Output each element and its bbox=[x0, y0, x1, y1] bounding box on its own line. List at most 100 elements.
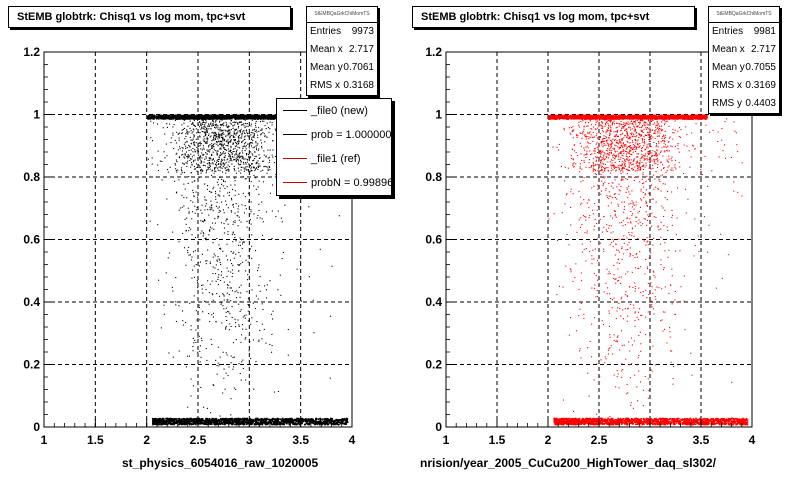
data-point bbox=[228, 134, 230, 136]
data-point bbox=[214, 121, 216, 123]
data-point bbox=[210, 128, 212, 130]
data-point bbox=[272, 421, 275, 423]
data-point bbox=[262, 419, 264, 421]
data-point bbox=[238, 205, 240, 207]
data-point bbox=[175, 192, 177, 194]
data-point bbox=[238, 134, 240, 136]
data-point bbox=[272, 318, 274, 320]
data-point bbox=[215, 132, 217, 134]
legend-entry-file0: _file0 (new) bbox=[277, 99, 391, 123]
data-point bbox=[254, 158, 256, 160]
data-point bbox=[239, 373, 241, 375]
data-point bbox=[252, 139, 254, 141]
data-point bbox=[242, 420, 245, 423]
data-point bbox=[253, 388, 255, 390]
data-point bbox=[248, 116, 250, 119]
data-point bbox=[211, 143, 213, 145]
data-point bbox=[218, 423, 221, 425]
data-point bbox=[229, 141, 231, 143]
data-point bbox=[217, 207, 219, 209]
data-point bbox=[244, 119, 246, 121]
data-point bbox=[319, 421, 321, 423]
data-point bbox=[238, 154, 240, 156]
data-point bbox=[211, 280, 213, 282]
data-point bbox=[190, 395, 192, 397]
data-point bbox=[238, 325, 240, 327]
data-point bbox=[196, 206, 198, 208]
data-point bbox=[227, 231, 229, 233]
data-point bbox=[223, 151, 225, 153]
data-point bbox=[260, 419, 263, 421]
data-point bbox=[203, 220, 205, 222]
data-point bbox=[222, 162, 224, 164]
data-point bbox=[226, 319, 228, 321]
data-point bbox=[216, 124, 218, 126]
data-point bbox=[203, 131, 205, 133]
data-point bbox=[212, 188, 214, 190]
data-point bbox=[182, 162, 184, 164]
data-point bbox=[184, 188, 186, 190]
data-point bbox=[346, 419, 348, 422]
data-point bbox=[240, 309, 242, 311]
data-point bbox=[175, 168, 177, 170]
data-point bbox=[219, 295, 221, 297]
data-point bbox=[258, 130, 260, 132]
data-point bbox=[199, 136, 201, 138]
data-point bbox=[263, 120, 265, 122]
data-point bbox=[222, 305, 224, 307]
data-point bbox=[261, 120, 263, 122]
data-point bbox=[246, 135, 248, 137]
data-point bbox=[196, 417, 198, 420]
data-point bbox=[249, 421, 251, 423]
data-point bbox=[330, 417, 332, 420]
data-point bbox=[175, 422, 177, 425]
data-point bbox=[239, 130, 241, 132]
data-point bbox=[188, 155, 190, 157]
data-point bbox=[265, 128, 267, 130]
data-point bbox=[198, 164, 200, 166]
data-point bbox=[258, 114, 260, 117]
data-point bbox=[240, 159, 242, 161]
data-point bbox=[225, 141, 227, 143]
data-point bbox=[292, 419, 295, 421]
data-point bbox=[221, 422, 223, 425]
data-point bbox=[252, 302, 254, 304]
data-point bbox=[318, 423, 321, 426]
data-point bbox=[230, 362, 232, 364]
data-point bbox=[184, 145, 186, 147]
data-point bbox=[189, 254, 191, 256]
data-point bbox=[261, 303, 263, 305]
data-point bbox=[175, 159, 177, 161]
data-point bbox=[233, 418, 236, 420]
data-point bbox=[210, 122, 212, 124]
data-point bbox=[204, 135, 206, 137]
data-point bbox=[258, 148, 260, 150]
data-point bbox=[240, 172, 242, 174]
data-point bbox=[235, 153, 237, 155]
data-point bbox=[253, 418, 255, 421]
data-point bbox=[311, 421, 314, 424]
data-point bbox=[191, 139, 193, 141]
data-point bbox=[239, 310, 241, 312]
data-point bbox=[247, 169, 249, 171]
data-point bbox=[182, 147, 184, 149]
data-point bbox=[274, 117, 277, 120]
data-point bbox=[259, 423, 261, 426]
data-point bbox=[243, 167, 245, 169]
data-point bbox=[162, 115, 164, 117]
data-point bbox=[203, 233, 205, 235]
data-point bbox=[241, 115, 244, 118]
data-point bbox=[157, 170, 159, 172]
data-point bbox=[251, 289, 253, 291]
data-point bbox=[229, 122, 231, 124]
data-point bbox=[233, 366, 235, 368]
data-point bbox=[254, 155, 256, 157]
data-point bbox=[198, 304, 200, 306]
data-point bbox=[251, 422, 253, 424]
data-point bbox=[166, 198, 168, 200]
data-point bbox=[300, 420, 303, 423]
data-point bbox=[214, 191, 216, 193]
data-point bbox=[185, 154, 187, 156]
x-tick-label: 3.5 bbox=[292, 433, 309, 447]
data-point bbox=[271, 420, 274, 422]
